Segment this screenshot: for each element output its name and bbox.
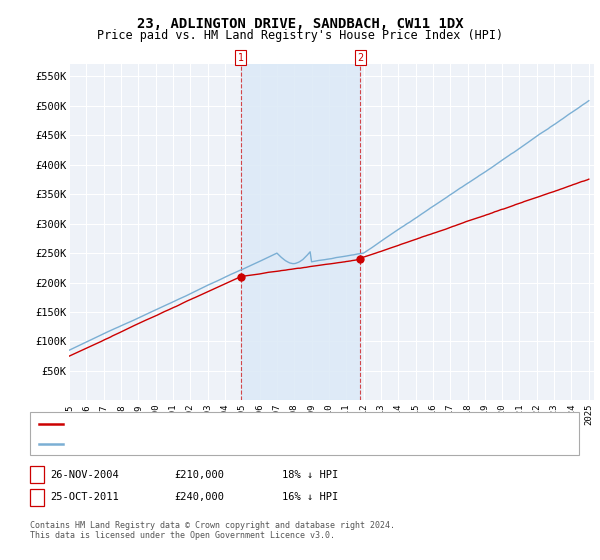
Text: 23, ADLINGTON DRIVE, SANDBACH, CW11 1DX (detached house): 23, ADLINGTON DRIVE, SANDBACH, CW11 1DX … xyxy=(67,419,403,429)
Text: 2: 2 xyxy=(357,53,363,63)
Text: £210,000: £210,000 xyxy=(174,470,224,480)
Text: 25-OCT-2011: 25-OCT-2011 xyxy=(50,492,119,502)
Text: 16% ↓ HPI: 16% ↓ HPI xyxy=(282,492,338,502)
Text: 2: 2 xyxy=(34,492,40,502)
Text: 18% ↓ HPI: 18% ↓ HPI xyxy=(282,470,338,480)
Bar xyxy=(241,64,360,400)
Text: 1: 1 xyxy=(238,53,244,63)
Text: 26-NOV-2004: 26-NOV-2004 xyxy=(50,470,119,480)
Text: Contains HM Land Registry data © Crown copyright and database right 2024.
This d: Contains HM Land Registry data © Crown c… xyxy=(30,521,395,540)
Text: £240,000: £240,000 xyxy=(174,492,224,502)
Text: HPI: Average price, detached house, Cheshire East: HPI: Average price, detached house, Ches… xyxy=(67,438,361,449)
Text: Price paid vs. HM Land Registry's House Price Index (HPI): Price paid vs. HM Land Registry's House … xyxy=(97,29,503,42)
Text: 23, ADLINGTON DRIVE, SANDBACH, CW11 1DX: 23, ADLINGTON DRIVE, SANDBACH, CW11 1DX xyxy=(137,17,463,31)
Text: 1: 1 xyxy=(34,470,40,480)
